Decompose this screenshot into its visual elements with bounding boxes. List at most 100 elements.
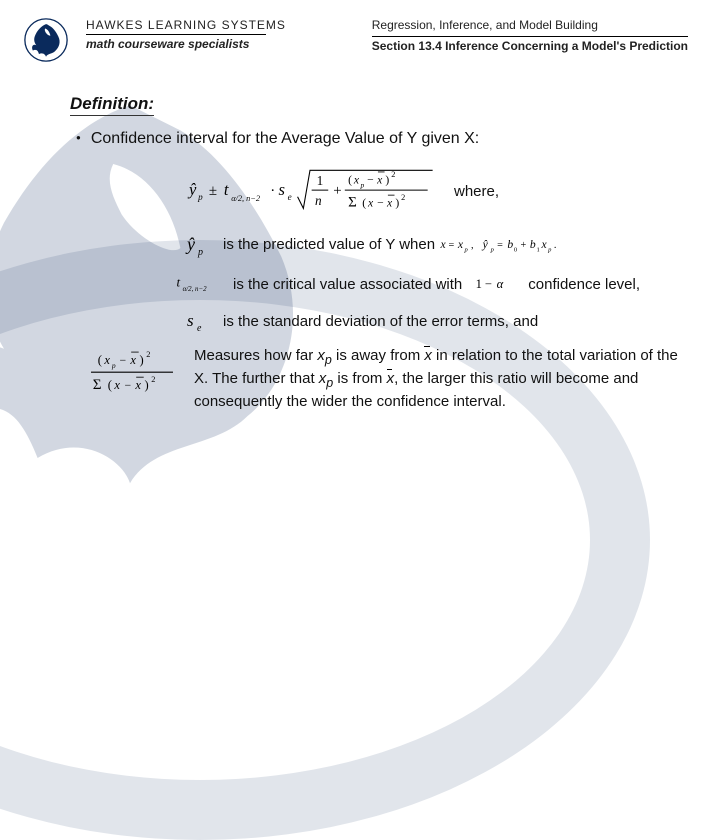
svg-text:−: − bbox=[119, 354, 126, 367]
svg-text:s: s bbox=[279, 180, 285, 199]
svg-text:x: x bbox=[440, 238, 447, 251]
brand-block: HAWKES LEARNING SYSTEMS math courseware … bbox=[86, 18, 286, 51]
svg-text:x: x bbox=[134, 378, 141, 392]
svg-text:−: − bbox=[367, 174, 374, 187]
svg-text:−: − bbox=[124, 379, 131, 392]
svg-text:p: p bbox=[197, 247, 203, 258]
where-label: where, bbox=[454, 183, 499, 200]
se-text: is the standard deviation of the error t… bbox=[223, 313, 690, 330]
pred-pre: is the predicted value of Y when bbox=[223, 236, 435, 253]
svg-text:+: + bbox=[333, 183, 341, 199]
svg-text:): ) bbox=[140, 353, 144, 367]
svg-text:α/2, n−2: α/2, n−2 bbox=[183, 286, 207, 293]
svg-text:b: b bbox=[530, 238, 536, 251]
svg-text:α/2, n−2: α/2, n−2 bbox=[231, 194, 260, 203]
section-title: Section 13.4 Inference Concerning a Mode… bbox=[372, 36, 688, 53]
svg-text:(: ( bbox=[98, 353, 102, 367]
svg-text:2: 2 bbox=[391, 170, 395, 179]
m1d: is from bbox=[333, 370, 386, 387]
xbar-2: x bbox=[387, 369, 395, 389]
svg-text:p: p bbox=[111, 361, 116, 370]
svg-text:α: α bbox=[497, 277, 504, 291]
svg-text:p: p bbox=[464, 247, 469, 254]
svg-text:.: . bbox=[554, 240, 557, 251]
svg-text:x: x bbox=[386, 197, 393, 210]
formula-svg: ŷ p ± t α/2, n−2 · s e 1 n + ( x p − x bbox=[180, 162, 440, 220]
brand-underline bbox=[86, 34, 266, 35]
svg-text:1: 1 bbox=[476, 277, 482, 291]
svg-text:=: = bbox=[449, 240, 455, 251]
svg-text:−: − bbox=[377, 197, 384, 210]
svg-text:ŷ: ŷ bbox=[482, 238, 489, 251]
svg-text:x: x bbox=[353, 174, 360, 187]
svg-text:x: x bbox=[129, 353, 136, 367]
svg-text:x: x bbox=[103, 353, 110, 367]
svg-text:x: x bbox=[457, 238, 464, 251]
svg-text:): ) bbox=[385, 174, 389, 187]
bullet-text: Confidence interval for the Average Valu… bbox=[91, 130, 479, 148]
svg-text:±: ± bbox=[209, 183, 217, 199]
svg-text:ŷ: ŷ bbox=[187, 180, 197, 199]
svg-text:+: + bbox=[521, 240, 527, 251]
m1b: is away from bbox=[332, 347, 425, 364]
svg-text:1: 1 bbox=[537, 247, 540, 254]
crit-post: confidence level, bbox=[528, 276, 640, 293]
svg-text:x: x bbox=[376, 174, 383, 187]
svg-text:x: x bbox=[367, 197, 374, 210]
svg-text:e: e bbox=[197, 323, 202, 332]
definitions-list: ŷp is the predicted value of Y when x=xp… bbox=[175, 232, 690, 332]
symbol-yhat-p: ŷp bbox=[175, 232, 211, 258]
pred-eqn-svg: x=xp, ŷp= b0+ b1xp. bbox=[439, 234, 599, 256]
def-se: se is the standard deviation of the erro… bbox=[175, 310, 690, 332]
svg-text:2: 2 bbox=[151, 375, 155, 384]
svg-text:p: p bbox=[197, 192, 203, 202]
svg-text:1: 1 bbox=[317, 173, 324, 188]
bullet-dot-icon: ● bbox=[76, 133, 81, 142]
svg-text:·: · bbox=[270, 183, 275, 199]
def-critical: tα/2, n−2 is the critical value associat… bbox=[175, 272, 690, 296]
ratio-formula-svg: ( xp − x )2 Σ ( x − x )2 bbox=[86, 346, 178, 400]
svg-text:ŷ: ŷ bbox=[185, 234, 195, 254]
svg-text:−: − bbox=[485, 277, 492, 291]
xp-2: xp bbox=[319, 370, 333, 387]
xbar-1: x bbox=[424, 346, 432, 366]
svg-text:e: e bbox=[288, 192, 292, 202]
svg-text:(: ( bbox=[362, 197, 366, 210]
svg-text:2: 2 bbox=[401, 193, 405, 202]
svg-text:b: b bbox=[508, 238, 514, 251]
definition-heading: Definition: bbox=[70, 94, 154, 116]
slide-header: HAWKES LEARNING SYSTEMS math courseware … bbox=[0, 0, 720, 72]
bullet-item: ● Confidence interval for the Average Va… bbox=[76, 130, 720, 148]
svg-text:): ) bbox=[395, 197, 399, 210]
svg-text:2: 2 bbox=[146, 350, 150, 359]
svg-text:p: p bbox=[490, 247, 495, 254]
hawk-logo-icon bbox=[24, 18, 68, 62]
brand-line-2: math courseware specialists bbox=[86, 37, 286, 51]
svg-text:x: x bbox=[541, 238, 548, 251]
svg-text:Σ: Σ bbox=[93, 377, 102, 393]
xp-1: xp bbox=[317, 347, 331, 364]
svg-text:n: n bbox=[315, 193, 322, 208]
svg-text:x: x bbox=[113, 378, 120, 392]
crit-pre: is the critical value associated with bbox=[233, 276, 462, 293]
svg-text:Σ: Σ bbox=[348, 195, 357, 211]
measures-row: ( xp − x )2 Σ ( x − x )2 Measures how fa… bbox=[86, 346, 690, 412]
brand-line-1: HAWKES LEARNING SYSTEMS bbox=[86, 18, 286, 32]
m1a: Measures how far bbox=[194, 347, 317, 364]
svg-text:0: 0 bbox=[514, 247, 518, 254]
def-predicted-text: is the predicted value of Y when x=xp, ŷ… bbox=[223, 234, 690, 256]
topic-block: Regression, Inference, and Model Buildin… bbox=[372, 18, 696, 53]
def-predicted: ŷp is the predicted value of Y when x=xp… bbox=[175, 232, 690, 258]
svg-text:s: s bbox=[187, 311, 194, 330]
topic-title: Regression, Inference, and Model Buildin… bbox=[372, 18, 688, 32]
symbol-se: se bbox=[175, 310, 211, 332]
svg-text:(: ( bbox=[108, 378, 112, 392]
symbol-t-alpha: tα/2, n−2 bbox=[175, 272, 221, 296]
one-minus-alpha-svg: 1−α bbox=[474, 275, 516, 293]
svg-text:): ) bbox=[145, 378, 149, 392]
svg-text:(: ( bbox=[348, 174, 352, 187]
svg-text:p: p bbox=[547, 247, 552, 254]
svg-text:t: t bbox=[224, 180, 229, 199]
svg-text:p: p bbox=[360, 181, 365, 190]
svg-text:,: , bbox=[471, 240, 474, 251]
